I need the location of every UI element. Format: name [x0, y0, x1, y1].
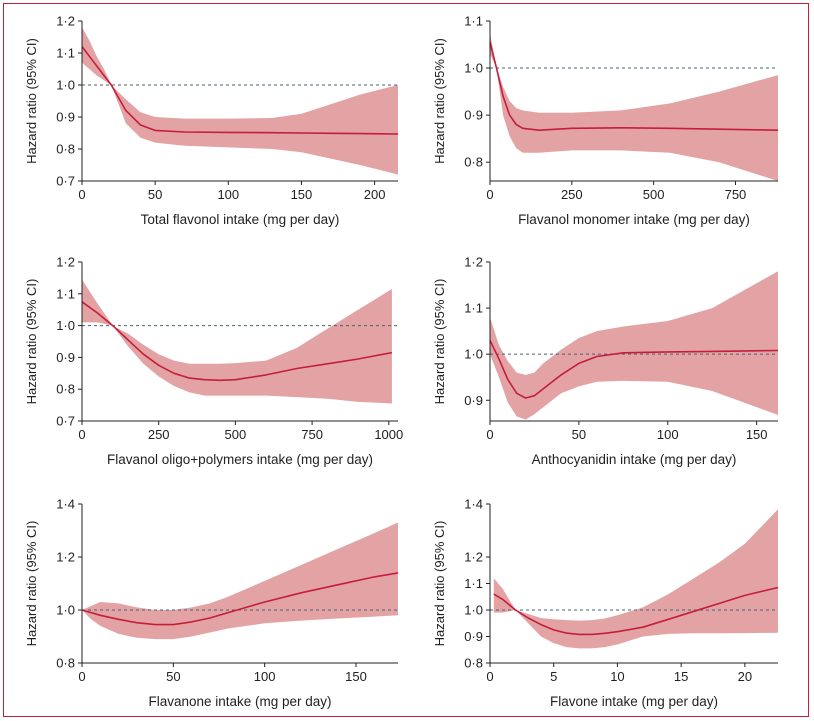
y-tick-label: 0·8 [56, 656, 75, 671]
figure-frame [3, 3, 809, 717]
y-tick-label: 1·0 [464, 61, 483, 76]
ci-band [82, 279, 392, 404]
y-tick-label: 0·9 [56, 110, 75, 125]
hazard-ratio-line [489, 42, 779, 131]
x-tick-label: 500 [643, 187, 665, 202]
y-tick-label: 0·8 [464, 155, 483, 170]
ci-band [490, 32, 778, 181]
hazard-ratio-line [81, 301, 393, 382]
x-tick-label: 0 [78, 427, 85, 442]
y-tick-label: 1·2 [464, 550, 483, 565]
y-tick-label: 1·1 [464, 576, 483, 591]
y-tick-label: 0·7 [56, 414, 75, 429]
x-tick-label: 50 [148, 187, 162, 202]
x-tick-label: 100 [254, 669, 276, 684]
chart-panel-6: 0 5 10 15 20 0·8 0·9 1·0 1·1 1·2 1·4 Flavone intake… [432, 497, 779, 709]
x-tick-label: 750 [725, 187, 747, 202]
ci-band [82, 27, 398, 175]
y-tick-label: 1·0 [56, 318, 75, 333]
x-tick-label: 50 [166, 669, 180, 684]
y-tick-label: 1·2 [56, 14, 75, 29]
x-tick-label: 150 [746, 427, 768, 442]
x-axis-label: Flavanol monomer intake (mg per day) [518, 212, 750, 227]
chart-panel-3: 0 250 500 750 1000 0·7 0·8 0·9 1·0 1·1 1·2 Flavanol… [24, 255, 403, 468]
x-tick-label: 20 [738, 669, 752, 684]
x-tick-label: 500 [225, 427, 247, 442]
hazard-ratio-line [489, 339, 779, 399]
x-tick-label: 0 [78, 669, 85, 684]
chart-panel-2: 0 250 500 750 0·8 0·9 1·0 1·1 Flavanol monomer i… [432, 14, 779, 227]
y-tick-label: 1·4 [56, 497, 75, 512]
y-tick-label: 1·0 [464, 347, 483, 362]
hazard-ratio-line [81, 572, 399, 626]
x-axis-label: Flavanone intake (mg per day) [148, 694, 331, 709]
ci-band [493, 509, 778, 649]
x-tick-label: 15 [674, 669, 688, 684]
y-tick-label: 0·9 [56, 350, 75, 365]
y-tick-label: 1·1 [464, 14, 483, 29]
y-tick-label: 1·1 [56, 286, 75, 301]
y-axis-label: Hazard ratio (95% CI) [24, 279, 39, 405]
chart-panel-4: 0 50 100 150 0·9 1·0 1·1 1·2 Anthocyanidin intak… [432, 255, 779, 467]
y-tick-label: 0·8 [56, 142, 75, 157]
y-axis-label: Hazard ratio (95% CI) [432, 521, 447, 647]
y-tick-label: 1·1 [56, 46, 75, 61]
x-tick-label: 150 [345, 669, 367, 684]
y-tick-label: 1·2 [56, 255, 75, 270]
x-tick-label: 0 [486, 427, 493, 442]
x-axis-label: Flavanol oligo+polymers intake (mg per d… [107, 452, 373, 467]
y-tick-label: 1·2 [464, 255, 483, 270]
ci-band [490, 271, 778, 420]
x-tick-label: 100 [217, 187, 239, 202]
x-tick-label: 750 [301, 427, 323, 442]
x-tick-label: 50 [572, 427, 586, 442]
y-axis-label: Hazard ratio (95% CI) [432, 38, 447, 164]
x-tick-label: 150 [291, 187, 313, 202]
x-tick-label: 0 [78, 187, 85, 202]
y-tick-label: 1·2 [56, 550, 75, 565]
x-axis-label: Total flavonol intake (mg per day) [141, 212, 340, 227]
y-tick-label: 0·8 [464, 656, 483, 671]
x-tick-label: 0 [486, 669, 493, 684]
y-tick-label: 1·0 [464, 603, 483, 618]
x-tick-label: 0 [486, 187, 493, 202]
x-tick-label: 1000 [374, 427, 403, 442]
y-tick-label: 1·0 [56, 78, 75, 93]
y-tick-label: 1·1 [464, 301, 483, 316]
hazard-ratio-line [493, 586, 779, 636]
y-tick-label: 1·4 [464, 497, 483, 512]
chart-panel-1: 0 50 100 150 200 0·7 0·8 0·9 1·0 1·1 1·2 Total flav… [24, 14, 399, 227]
x-tick-label: 5 [550, 669, 557, 684]
y-tick-label: 0·8 [56, 382, 75, 397]
y-axis-label: Hazard ratio (95% CI) [432, 279, 447, 405]
x-axis-label: Flavone intake (mg per day) [550, 694, 718, 709]
y-axis-label: Hazard ratio (95% CI) [24, 38, 39, 164]
chart-panel-5: 0 50 100 150 0·8 1·0 1·2 1·4 Flavanone intake (m… [24, 497, 399, 709]
y-tick-label: 1·0 [56, 603, 75, 618]
x-tick-label: 200 [364, 187, 386, 202]
y-axis-label: Hazard ratio (95% CI) [24, 521, 39, 647]
x-tick-label: 250 [561, 187, 583, 202]
y-tick-label: 0·9 [464, 629, 483, 644]
x-tick-label: 250 [148, 427, 170, 442]
y-tick-label: 0·9 [464, 393, 483, 408]
x-axis-label: Anthocyanidin intake (mg per day) [532, 452, 737, 467]
hazard-ratio-line [81, 46, 399, 135]
y-tick-label: 0·7 [56, 174, 75, 189]
x-tick-label: 10 [610, 669, 624, 684]
y-tick-label: 0·9 [464, 108, 483, 123]
x-tick-label: 100 [657, 427, 679, 442]
